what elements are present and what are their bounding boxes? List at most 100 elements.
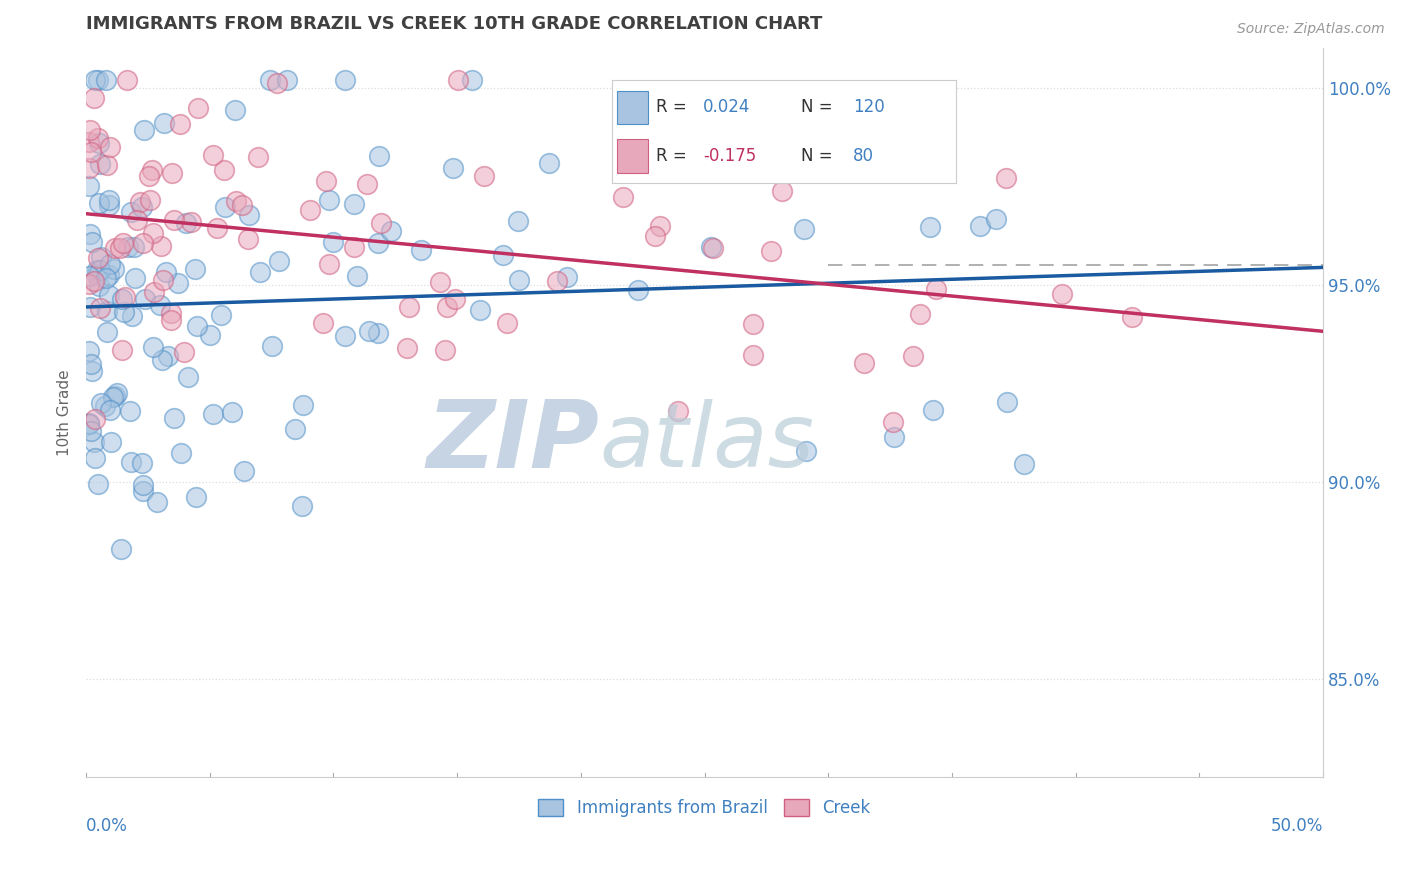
Text: -0.175: -0.175 bbox=[703, 146, 756, 165]
Point bbox=[100, 257, 122, 271]
Point bbox=[131, 484, 153, 499]
Point bbox=[612, 190, 634, 204]
Point bbox=[80, 357, 103, 371]
Point bbox=[131, 235, 153, 250]
Point bbox=[114, 290, 136, 304]
Point bbox=[96, 158, 118, 172]
Point bbox=[117, 240, 139, 254]
Point bbox=[153, 116, 176, 130]
Point bbox=[318, 257, 340, 271]
Point bbox=[96, 304, 118, 318]
Point bbox=[115, 73, 138, 87]
Point bbox=[83, 274, 105, 288]
Point bbox=[163, 213, 186, 227]
Point bbox=[77, 269, 100, 284]
Point bbox=[83, 411, 105, 425]
Point bbox=[90, 395, 112, 409]
Point bbox=[159, 313, 181, 327]
Point bbox=[98, 140, 121, 154]
Point bbox=[111, 292, 134, 306]
Point bbox=[87, 131, 110, 145]
Point bbox=[121, 310, 143, 324]
Point bbox=[118, 403, 141, 417]
Point bbox=[89, 156, 111, 170]
Point bbox=[770, 184, 793, 198]
Point bbox=[395, 341, 418, 355]
Point bbox=[186, 490, 208, 504]
Point bbox=[984, 211, 1007, 226]
Point bbox=[146, 495, 169, 509]
Point bbox=[221, 405, 243, 419]
Point bbox=[105, 386, 128, 401]
Point bbox=[333, 73, 356, 87]
Point bbox=[77, 179, 100, 194]
Point bbox=[225, 194, 247, 209]
Point bbox=[315, 174, 337, 188]
Point bbox=[346, 268, 368, 283]
Point bbox=[160, 166, 183, 180]
Point bbox=[447, 73, 470, 87]
Point bbox=[87, 136, 110, 150]
Point bbox=[343, 196, 366, 211]
Point bbox=[176, 216, 198, 230]
Point bbox=[262, 339, 284, 353]
Point bbox=[111, 343, 134, 358]
Point bbox=[163, 411, 186, 425]
Point bbox=[79, 145, 101, 160]
Point bbox=[138, 169, 160, 184]
Point bbox=[741, 317, 763, 331]
Point bbox=[87, 73, 110, 87]
Text: Source: ZipAtlas.com: Source: ZipAtlas.com bbox=[1237, 22, 1385, 37]
Point bbox=[269, 254, 291, 268]
Point bbox=[152, 273, 174, 287]
Point bbox=[370, 216, 392, 230]
Point bbox=[155, 264, 177, 278]
Point bbox=[159, 306, 181, 320]
Point bbox=[793, 222, 815, 236]
Point bbox=[238, 208, 260, 222]
Text: IMMIGRANTS FROM BRAZIL VS CREEK 10TH GRADE CORRELATION CHART: IMMIGRANTS FROM BRAZIL VS CREEK 10TH GRA… bbox=[86, 15, 823, 33]
Point bbox=[131, 456, 153, 470]
Point bbox=[322, 235, 344, 250]
Point bbox=[925, 282, 948, 296]
Point bbox=[224, 103, 246, 117]
Point bbox=[96, 325, 118, 339]
Text: R =: R = bbox=[657, 146, 688, 165]
Point bbox=[87, 278, 110, 293]
Point bbox=[103, 391, 125, 405]
Point bbox=[167, 276, 190, 290]
Point bbox=[79, 300, 101, 314]
Point bbox=[124, 240, 146, 254]
Point bbox=[142, 285, 165, 299]
Point bbox=[918, 219, 941, 234]
Point bbox=[283, 422, 305, 436]
Point bbox=[129, 194, 152, 209]
Point bbox=[205, 220, 228, 235]
Point bbox=[141, 163, 163, 178]
Point bbox=[87, 196, 110, 211]
Point bbox=[77, 416, 100, 430]
Point bbox=[723, 145, 745, 160]
Point bbox=[429, 275, 451, 289]
Point bbox=[461, 73, 484, 87]
Point bbox=[104, 389, 127, 403]
Point bbox=[202, 148, 225, 162]
Point bbox=[131, 200, 153, 214]
Point bbox=[212, 163, 235, 178]
Point bbox=[111, 235, 134, 250]
Point bbox=[666, 404, 689, 418]
Point bbox=[93, 400, 115, 414]
Point bbox=[441, 161, 464, 175]
Point bbox=[232, 464, 254, 478]
Bar bbox=[617, 91, 648, 124]
Point bbox=[83, 434, 105, 449]
Point bbox=[184, 261, 207, 276]
Point bbox=[201, 407, 224, 421]
Point bbox=[84, 73, 107, 87]
Point bbox=[104, 241, 127, 255]
Point bbox=[794, 444, 817, 458]
Point bbox=[89, 301, 111, 315]
Point bbox=[644, 229, 666, 244]
Point bbox=[291, 398, 314, 412]
Point bbox=[110, 542, 132, 557]
